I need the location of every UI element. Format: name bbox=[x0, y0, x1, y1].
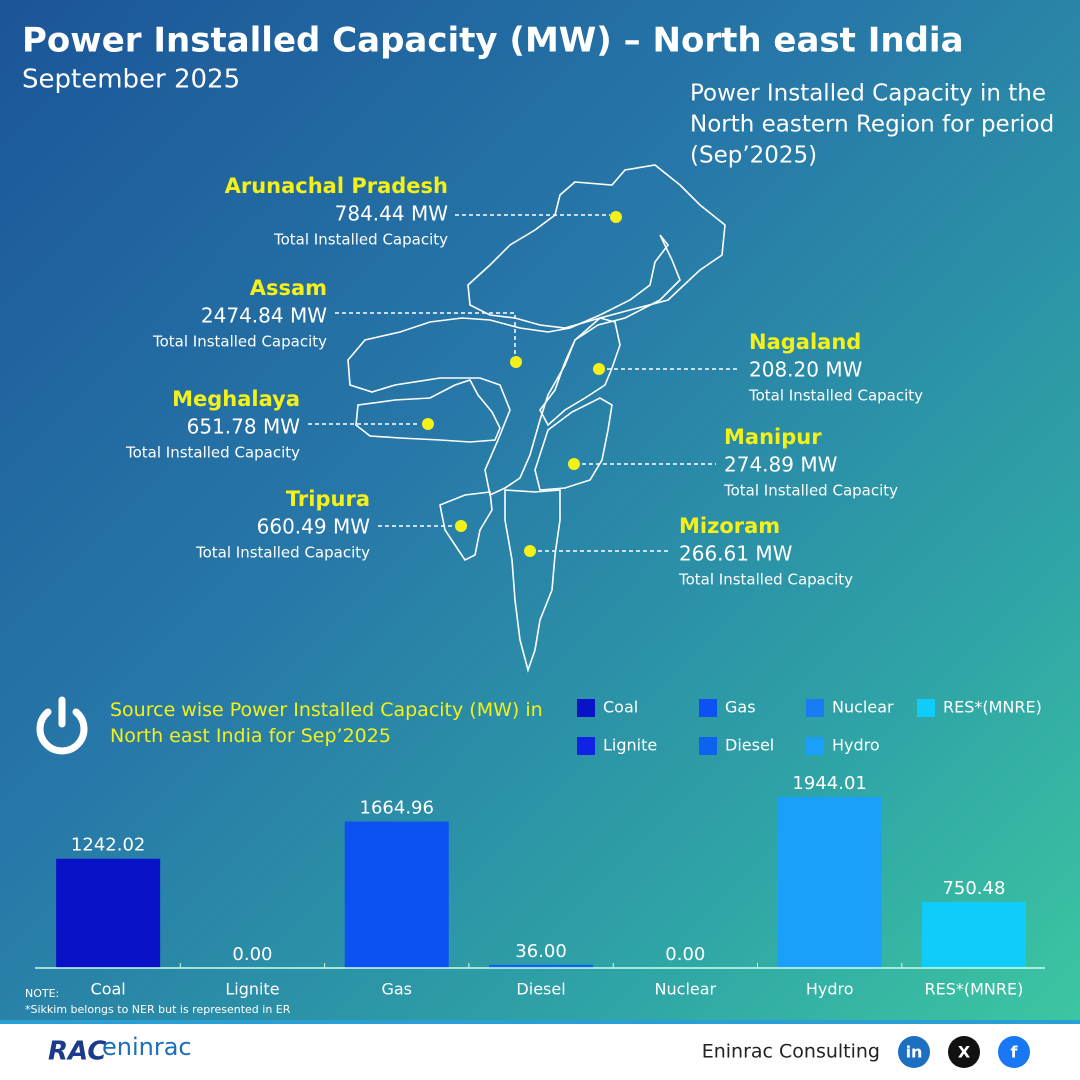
power-icon bbox=[36, 696, 88, 755]
legend-label: Lignite bbox=[603, 736, 657, 755]
state-dot bbox=[510, 356, 522, 368]
bar bbox=[777, 797, 882, 968]
legend-label: Coal bbox=[603, 698, 638, 717]
state-capacity: 274.89 MW bbox=[724, 453, 838, 477]
state-note: Total Installed Capacity bbox=[723, 482, 898, 500]
note-text: *Sikkim belongs to NER but is represente… bbox=[25, 1003, 291, 1016]
x-tick-label: Nuclear bbox=[655, 980, 717, 999]
map-caption: Power Installed Capacity in the North eas… bbox=[690, 81, 1054, 169]
bar-chart: 1242.02 Coal 0.00 Lignite 1664.96 Gas 36.00 Die… bbox=[56, 773, 1026, 999]
state-name: Tripura bbox=[286, 487, 370, 511]
title: Power Installed Capacity (MW) – North ea… bbox=[22, 21, 964, 61]
bar bbox=[344, 821, 449, 968]
state-capacity: 660.49 MW bbox=[257, 515, 371, 539]
legend-label: RES*(MNRE) bbox=[943, 698, 1042, 717]
state-dot bbox=[524, 545, 536, 557]
state-dot bbox=[593, 363, 605, 375]
state-dot bbox=[422, 418, 434, 430]
state-name: Arunachal Pradesh bbox=[225, 174, 448, 198]
value-label: 0.00 bbox=[232, 944, 272, 965]
state-name: Meghalaya bbox=[172, 387, 300, 411]
social-icon-label[interactable]: in bbox=[906, 1043, 923, 1062]
caption-line: North eastern Region for period bbox=[690, 112, 1054, 138]
bar bbox=[489, 964, 594, 968]
legend-swatch bbox=[806, 737, 824, 755]
legend-label: Gas bbox=[725, 698, 756, 717]
social-icon[interactable] bbox=[998, 1036, 1030, 1068]
state-name: Mizoram bbox=[679, 514, 780, 538]
state-name: Manipur bbox=[724, 425, 822, 449]
state-dot bbox=[568, 458, 580, 470]
state-capacity: 651.78 MW bbox=[187, 415, 301, 439]
value-label: 36.00 bbox=[515, 941, 567, 962]
legend-swatch bbox=[699, 737, 717, 755]
state-note: Total Installed Capacity bbox=[273, 231, 448, 249]
value-label: 1944.01 bbox=[792, 773, 866, 794]
note-label: NOTE: bbox=[25, 987, 59, 1000]
value-label: 1242.02 bbox=[71, 835, 145, 856]
social-icon[interactable] bbox=[898, 1036, 930, 1068]
state-capacity: 2474.84 MW bbox=[201, 304, 327, 328]
state-note: Total Installed Capacity bbox=[125, 444, 300, 462]
value-label: 750.48 bbox=[942, 878, 1005, 899]
bar bbox=[56, 858, 161, 968]
leader-line bbox=[335, 312, 516, 355]
bar bbox=[921, 901, 1026, 968]
state-note: Total Installed Capacity bbox=[195, 544, 370, 562]
x-tick-label: Coal bbox=[91, 980, 126, 999]
map-outline bbox=[347, 164, 726, 673]
state-note: Total Installed Capacity bbox=[748, 387, 923, 405]
social-icon-label[interactable]: X bbox=[958, 1043, 971, 1062]
value-label: 1664.96 bbox=[360, 798, 434, 819]
legend-label: Diesel bbox=[725, 736, 774, 755]
x-tick-label: Diesel bbox=[516, 980, 565, 999]
footer-line bbox=[0, 1020, 1080, 1024]
legend-swatch bbox=[577, 699, 595, 717]
legend-label: Nuclear bbox=[832, 698, 894, 717]
company-name: Eninrac Consulting bbox=[702, 1041, 880, 1063]
subtitle: September 2025 bbox=[22, 65, 240, 95]
social-icon[interactable] bbox=[948, 1036, 980, 1068]
social-icon-label[interactable]: f bbox=[1011, 1043, 1019, 1062]
logo-text: eninrac bbox=[102, 1033, 192, 1061]
x-tick-label: Lignite bbox=[225, 980, 279, 999]
logo-mark: RAC bbox=[48, 1037, 106, 1067]
state-name: Nagaland bbox=[749, 330, 861, 354]
x-tick-label: RES*(MNRE) bbox=[925, 980, 1024, 999]
legend: Coal Lignite Gas Diesel Nuclear Hydro RES*(MNR… bbox=[577, 698, 1042, 755]
legend-swatch bbox=[577, 737, 595, 755]
state-labels: Arunachal Pradesh 784.44 MW Total Installe… bbox=[125, 174, 923, 589]
state-note: Total Installed Capacity bbox=[678, 571, 853, 589]
x-tick-label: Gas bbox=[381, 980, 412, 999]
state-name: Assam bbox=[250, 276, 327, 300]
state-capacity: 208.20 MW bbox=[749, 358, 863, 382]
state-capacity: 266.61 MW bbox=[679, 542, 793, 566]
state-dot bbox=[455, 520, 467, 532]
state-note: Total Installed Capacity bbox=[152, 333, 327, 351]
chart-title: Source wise Power Installed Capacity (MW… bbox=[110, 699, 543, 747]
value-label: 0.00 bbox=[665, 944, 705, 965]
state-capacity: 784.44 MW bbox=[335, 202, 449, 226]
legend-swatch bbox=[699, 699, 717, 717]
legend-label: Hydro bbox=[832, 736, 880, 755]
x-tick-label: Hydro bbox=[806, 980, 854, 999]
caption-line: Power Installed Capacity in the bbox=[690, 81, 1046, 107]
legend-swatch bbox=[806, 699, 824, 717]
legend-swatch bbox=[917, 699, 935, 717]
state-dot bbox=[610, 211, 622, 223]
caption-line: (Sep’2025) bbox=[690, 143, 817, 169]
